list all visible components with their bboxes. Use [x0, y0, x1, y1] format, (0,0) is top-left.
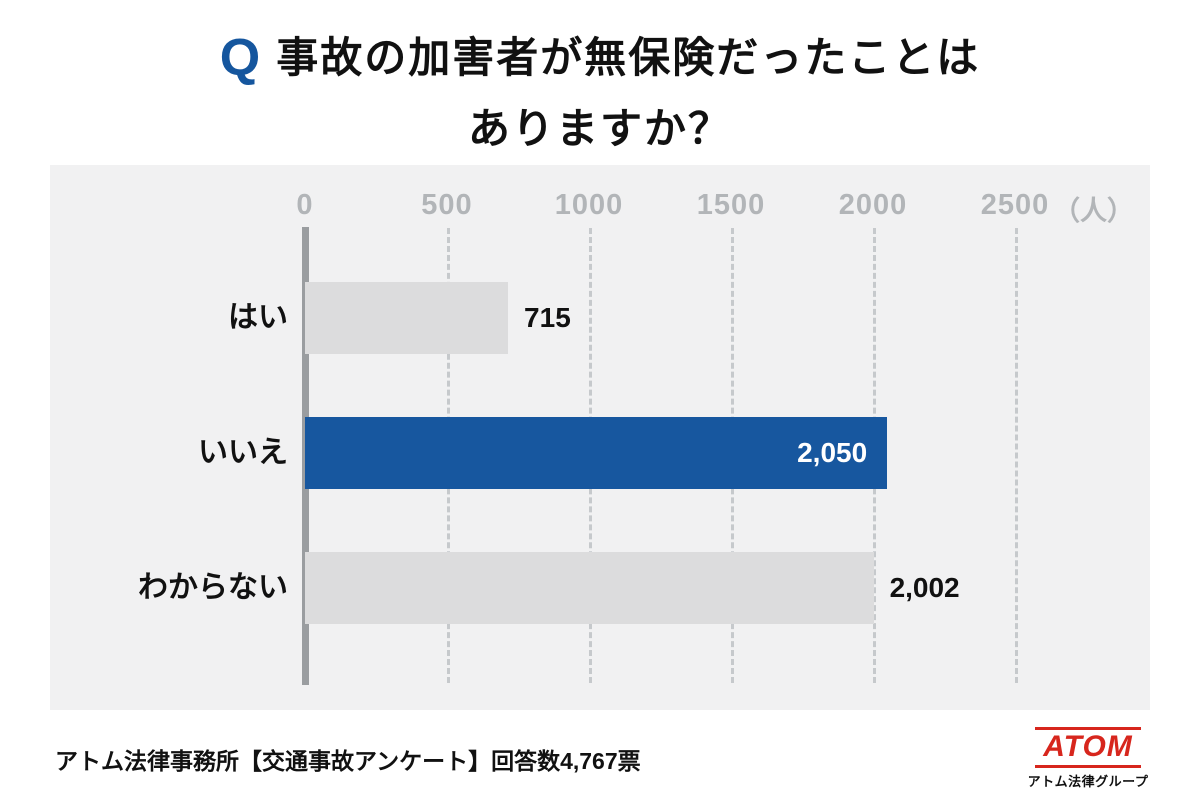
- chart-panel: （人） 0 500 1000 1500 2000 2500 715 2,050 2,002 はい…: [50, 165, 1150, 710]
- category-label: はい: [228, 301, 288, 334]
- title-line-1: Q 事故の加害者が無保険だったことは: [0, 26, 1200, 91]
- bar-value-label: 715: [524, 302, 571, 333]
- bar-value-label: 2,002: [889, 572, 960, 603]
- source-note: アトム法律事務所【交通事故アンケート】回答数4,767票: [55, 748, 641, 774]
- x-tick-label: 2000: [838, 189, 908, 221]
- chart-title: Q 事故の加害者が無保険だったことは ありますか？: [0, 26, 1200, 156]
- x-tick-label: 0: [296, 189, 314, 221]
- atom-logo: ATOM アトム法律グループ: [1018, 727, 1158, 790]
- q-icon: Q: [219, 29, 263, 87]
- bar-highlighted: 2,050: [305, 417, 888, 489]
- atom-logo-brand: ATOM: [1035, 727, 1141, 768]
- bar-value-label: 2,050: [797, 437, 868, 468]
- x-gridline: [1015, 228, 1018, 683]
- atom-logo-subtitle: アトム法律グループ: [1027, 774, 1149, 789]
- x-tick-label: 1000: [554, 189, 624, 221]
- bar: 2,002: [305, 552, 960, 624]
- x-tick-label: 2500: [980, 189, 1050, 221]
- bar: 715: [305, 282, 571, 354]
- x-tick-label: 1500: [696, 189, 766, 221]
- category-label: わからない: [138, 571, 288, 604]
- title-text-2: ありますか？: [467, 105, 732, 152]
- x-tick-label: 500: [421, 189, 473, 221]
- category-label: いいえ: [198, 436, 288, 469]
- axis-unit-label: （人）: [1053, 196, 1134, 226]
- plot-area: （人） 0 500 1000 1500 2000 2500 715 2,050 2,002: [296, 165, 1134, 710]
- title-text-1: 事故の加害者が無保険だったことは: [276, 34, 981, 81]
